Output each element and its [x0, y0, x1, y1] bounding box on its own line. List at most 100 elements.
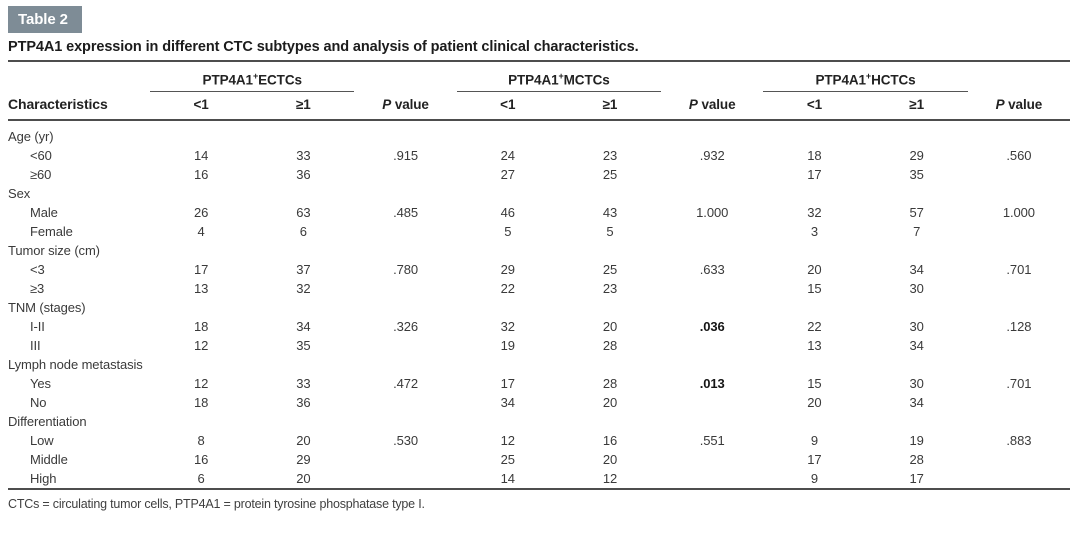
cell — [559, 355, 661, 374]
cell: 18 — [193, 395, 209, 410]
cell — [968, 279, 1070, 298]
cell — [559, 241, 661, 260]
row-label: ≥60 — [30, 167, 52, 182]
cell — [968, 336, 1070, 355]
cell: 16 — [193, 452, 209, 467]
row-label: Middle — [30, 452, 68, 467]
cell: 32 — [807, 205, 822, 220]
cell — [457, 241, 559, 260]
cell — [661, 279, 763, 298]
cell — [150, 298, 252, 317]
cell — [968, 120, 1070, 146]
cell — [763, 241, 865, 260]
cell: 6 — [299, 224, 307, 239]
col-header-lt1: <1 — [456, 91, 559, 121]
cell: 43 — [602, 205, 618, 220]
group-header-hctcs: PTP4A1+HCTCs — [763, 61, 968, 92]
cell: .036 — [699, 319, 725, 334]
cell — [354, 279, 456, 298]
cell: 20 — [602, 319, 618, 334]
cell: 9 — [810, 471, 818, 486]
cell: .472 — [393, 376, 418, 391]
cell: 36 — [296, 167, 311, 182]
cell: .701 — [1006, 376, 1032, 391]
cell — [150, 120, 252, 146]
cell: 23 — [602, 281, 618, 296]
cell — [150, 355, 252, 374]
cell — [661, 241, 763, 260]
group-label: HCTCs — [871, 72, 916, 88]
cell — [968, 412, 1070, 431]
cell — [252, 120, 354, 146]
data-row: Female 4 6 5 5 3 7 — [8, 222, 1070, 241]
data-row: Male 26 63 .485 46 43 1.000 32 57 1.000 — [8, 203, 1070, 222]
cell: .560 — [1006, 148, 1032, 163]
cell: 22 — [807, 319, 822, 334]
p-italic: P — [995, 97, 1005, 112]
cell — [150, 184, 252, 203]
cell — [559, 298, 661, 317]
section-row: TNM (stages) — [8, 298, 1070, 317]
row-label: High — [30, 471, 57, 486]
col-header-lt1: <1 — [150, 91, 253, 121]
cell: 46 — [500, 205, 515, 220]
cell: 1.000 — [1002, 205, 1035, 220]
cell — [661, 184, 763, 203]
cell — [763, 184, 865, 203]
cell: 30 — [909, 376, 924, 391]
cell — [866, 120, 968, 146]
cell: 12 — [602, 471, 618, 486]
row-label: <60 — [30, 148, 52, 163]
cell: 13 — [193, 281, 209, 296]
cell: .013 — [699, 376, 725, 391]
cell — [354, 450, 456, 469]
cell — [457, 184, 559, 203]
row-label: No — [30, 395, 47, 410]
table-header: PTP4A1+ECTCs PTP4A1+MCTCs PTP4A1+HCTCs C… — [8, 61, 1070, 121]
cell: 16 — [193, 167, 209, 182]
cell: 22 — [500, 281, 515, 296]
data-row: <3 17 37 .780 29 25 .633 20 34 .701 — [8, 260, 1070, 279]
col-header-ge1: ≥1 — [865, 91, 968, 121]
cell: .633 — [699, 262, 725, 277]
cell — [661, 412, 763, 431]
cell: 18 — [807, 148, 822, 163]
table-footnote: CTCs = circulating tumor cells, PTP4A1 =… — [8, 497, 425, 511]
cell: 5 — [504, 224, 512, 239]
cell — [661, 393, 763, 412]
cell: 26 — [193, 205, 209, 220]
cell: 14 — [193, 148, 209, 163]
cell — [150, 412, 252, 431]
cell: 13 — [807, 338, 822, 353]
cell — [968, 222, 1070, 241]
row-label: <3 — [30, 262, 45, 277]
cell: 3 — [810, 224, 818, 239]
cell — [252, 298, 354, 317]
data-row: High 6 20 14 12 9 17 — [8, 469, 1070, 489]
row-label: I-II — [30, 319, 45, 334]
row-label: Lymph node metastasis — [8, 357, 143, 372]
data-row: No 18 36 34 20 20 34 — [8, 393, 1070, 412]
cell: 25 — [500, 452, 515, 467]
cell: 35 — [909, 167, 924, 182]
characteristics-header: Characteristics — [8, 91, 150, 121]
cell: 57 — [909, 205, 924, 220]
cell: 7 — [913, 224, 921, 239]
cell: 17 — [807, 452, 822, 467]
cell — [252, 241, 354, 260]
cell: 23 — [602, 148, 618, 163]
row-label: TNM (stages) — [8, 300, 86, 315]
col-header-pvalue: P value — [967, 91, 1070, 121]
cell — [457, 412, 559, 431]
cell: 5 — [606, 224, 614, 239]
row-label: Female — [30, 224, 73, 239]
row-label: Sex — [8, 186, 31, 201]
row-label: Yes — [30, 376, 51, 391]
cell: .326 — [393, 319, 418, 334]
cell: 15 — [807, 376, 822, 391]
paper-table-figure: Table 2 PTP4A1 expression in different C… — [8, 6, 1070, 511]
cell: 34 — [909, 395, 924, 410]
cell: 9 — [810, 433, 818, 448]
cell: 32 — [500, 319, 515, 334]
cell: 33 — [296, 376, 311, 391]
